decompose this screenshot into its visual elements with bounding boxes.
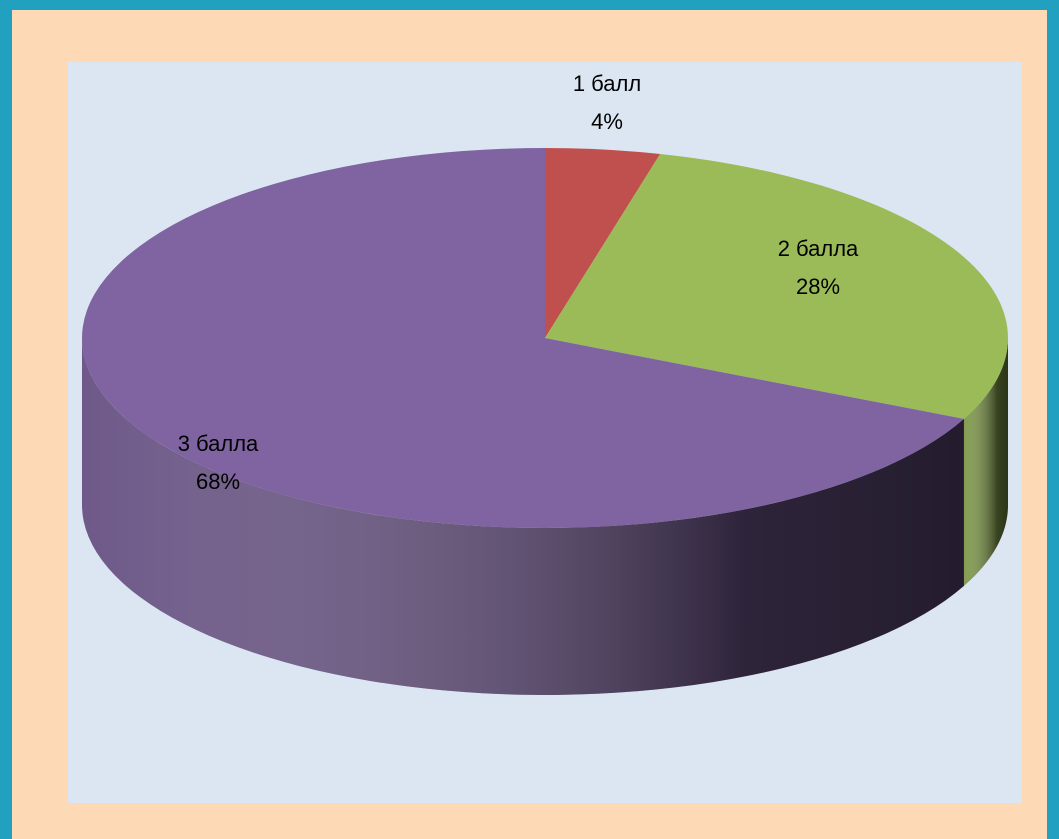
slice-value-label: 28%: [796, 274, 840, 299]
slice-label: 3 балла: [178, 431, 259, 456]
slice: [545, 148, 661, 338]
slice-value-label: 4%: [591, 109, 623, 134]
slice: [81, 148, 964, 528]
slice-side-shade: [81, 338, 964, 695]
slice-label: 2 балла: [778, 236, 859, 261]
slice-side-shade: [963, 338, 1008, 586]
pie: 1 балл 4% 2 балла 28% 3 балла 68%: [81, 71, 1008, 695]
slice: [545, 153, 1008, 419]
slice-value-label: 68%: [196, 469, 240, 494]
slice-label: 1 балл: [573, 71, 641, 96]
